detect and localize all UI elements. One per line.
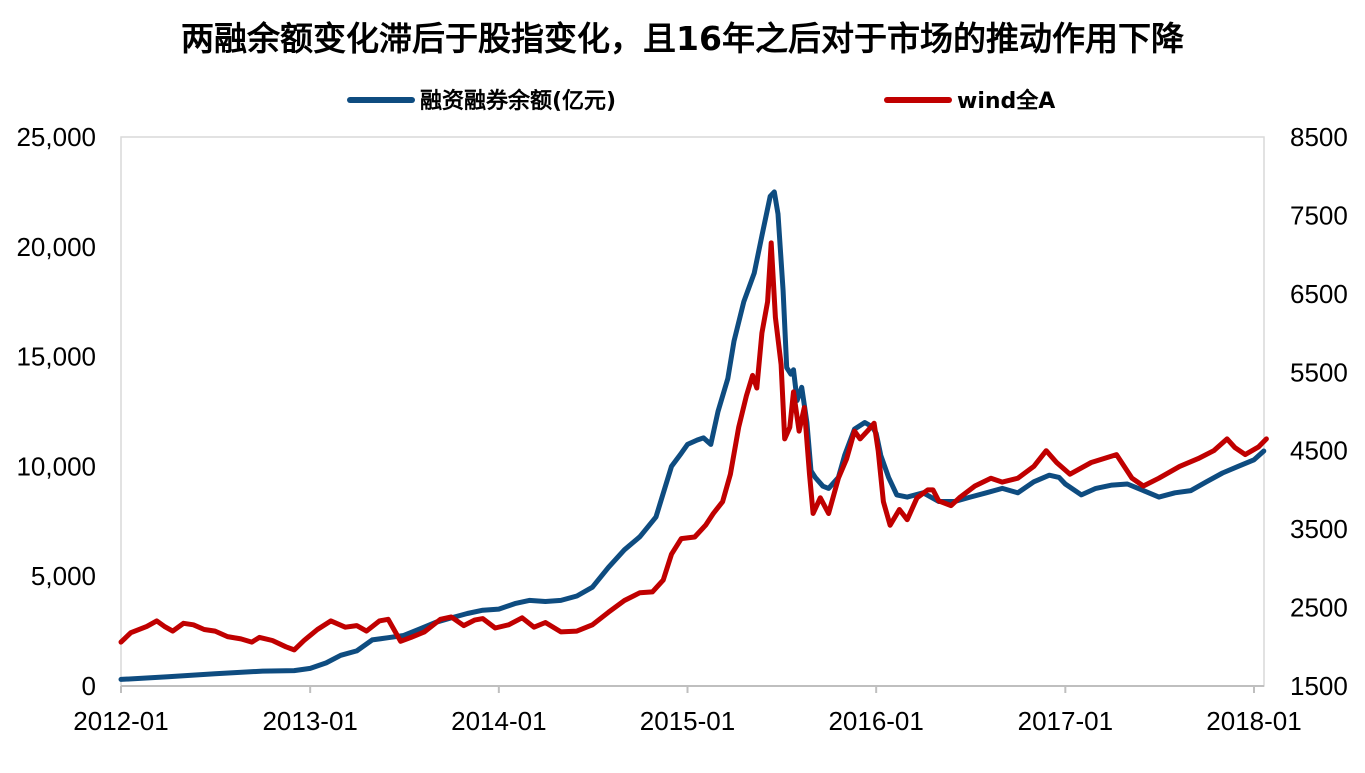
x-tick-label: 2013-01 xyxy=(262,706,357,736)
y-right-axis-ticks: 1500 2500 3500 4500 5500 6500 7500 8500 xyxy=(1290,122,1348,701)
y-right-tick-label: 3500 xyxy=(1290,514,1348,544)
y-right-tick-label: 2500 xyxy=(1290,593,1348,623)
chart-title: 两融余额变化滞后于股指变化，且16年之后对于市场的推动作用下降 xyxy=(181,19,1184,58)
y-left-axis-ticks: 0 5,000 10,000 15,000 20,000 25,000 xyxy=(16,122,96,701)
y-right-tick-label: 8500 xyxy=(1290,122,1348,152)
y-left-tick-label: 25,000 xyxy=(16,122,96,152)
series-layer xyxy=(118,189,1269,682)
series-line-1 xyxy=(118,240,1269,653)
series-line-0 xyxy=(118,189,1267,682)
y-right-tick-label: 6500 xyxy=(1290,279,1348,309)
y-left-tick-label: 0 xyxy=(82,671,96,701)
y-left-tick-label: 10,000 xyxy=(16,451,96,481)
y-left-tick-label: 15,000 xyxy=(16,342,96,372)
x-axis-ticks: 2012-01 2013-01 2014-01 2015-01 2016-01 2017-… xyxy=(73,686,1302,736)
x-tick-label: 2018-01 xyxy=(1206,706,1301,736)
x-tick-label: 2012-01 xyxy=(73,706,168,736)
x-tick-label: 2017-01 xyxy=(1018,706,1113,736)
plot-frame xyxy=(120,136,1265,687)
y-right-tick-label: 4500 xyxy=(1290,436,1348,466)
x-tick-label: 2014-01 xyxy=(451,706,546,736)
y-right-tick-label: 1500 xyxy=(1290,671,1348,701)
legend-label-1: wind全A xyxy=(957,88,1055,114)
y-left-tick-label: 5,000 xyxy=(31,561,96,591)
y-right-tick-label: 5500 xyxy=(1290,357,1348,387)
legend: 融资融券余额(亿元) wind全A xyxy=(347,88,1055,114)
y-left-tick-label: 20,000 xyxy=(16,232,96,262)
x-tick-label: 2016-01 xyxy=(828,706,923,736)
x-tick-label: 2015-01 xyxy=(640,706,735,736)
y-right-tick-label: 7500 xyxy=(1290,200,1348,230)
legend-label-0: 融资融券余额(亿元) xyxy=(420,88,616,114)
